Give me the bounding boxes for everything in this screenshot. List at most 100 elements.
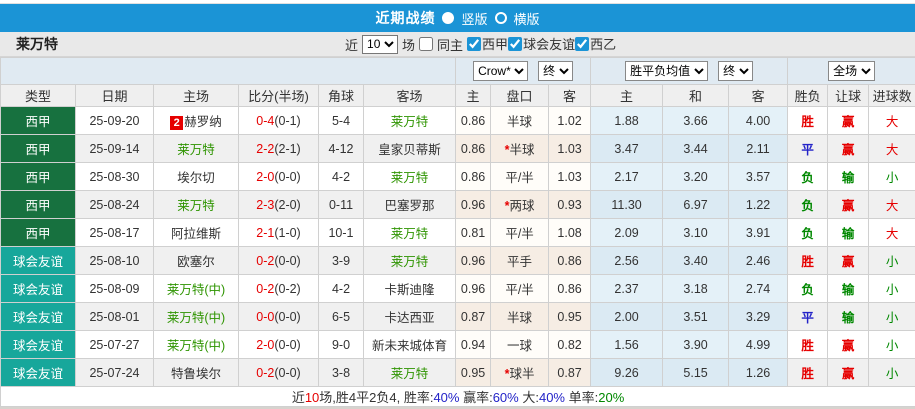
vertical-layout-label[interactable]: 竖版 [461, 11, 488, 27]
footer-stat: 单率: [565, 390, 599, 405]
league-filter-checkbox[interactable] [508, 36, 523, 51]
cell-away-team[interactable]: 巴塞罗那 [362, 190, 457, 219]
cell-league: 西甲 [0, 162, 76, 191]
cell-mean-draw: 3.10 [662, 218, 730, 247]
cell-home-team[interactable]: 莱万特 [153, 190, 239, 219]
cell-mean-lose: 2.11 [728, 134, 789, 163]
cell-league: 球会友谊 [0, 274, 76, 303]
league-filter-label: 西乙 [590, 37, 617, 53]
cell-odds-home: 0.94 [455, 330, 492, 359]
cell-away-team[interactable]: 卡达西亚 [362, 302, 457, 331]
cell-odds-home: 0.86 [455, 106, 492, 135]
league-filter-西甲[interactable]: 西甲 [467, 34, 508, 53]
cell-home-team[interactable]: 阿拉维斯 [153, 218, 239, 247]
title-bar: 近期战绩 竖版 横版 [0, 4, 915, 32]
mean-type-select[interactable]: 胜平负均值 [625, 61, 709, 81]
league-filter-球会友谊[interactable]: 球会友谊 [508, 34, 575, 53]
footer-stat: 40% [433, 390, 460, 405]
same-home-checkbox[interactable] [419, 37, 434, 51]
handicap-change-star: * [504, 199, 510, 213]
league-filter-checkbox[interactable] [575, 36, 590, 51]
mean-time-select[interactable]: 终 [718, 61, 754, 81]
cell-league: 西甲 [0, 218, 76, 247]
cell-score: 2-2(2-1) [238, 134, 319, 163]
odds-source-cell: Crow* 终 [455, 57, 592, 85]
cell-mean-draw: 3.90 [662, 330, 730, 359]
vertical-layout-radio[interactable] [442, 12, 455, 24]
cell-league: 球会友谊 [0, 246, 76, 275]
cell-goals-result: 小 [868, 246, 915, 275]
cell-home-team[interactable]: 欧塞尔 [153, 246, 239, 275]
cell-odds-away: 0.95 [548, 302, 592, 331]
cell-away-team[interactable]: 莱万特 [362, 246, 457, 275]
odds-time-select[interactable]: 终 [538, 61, 574, 81]
cell-league: 球会友谊 [0, 330, 76, 359]
full-time-score: 0-2 [256, 253, 275, 268]
league-filter-label: 西甲 [482, 37, 509, 53]
cell-home-team[interactable]: 埃尔切 [153, 162, 239, 191]
cell-date: 25-07-24 [75, 358, 154, 387]
cell-mean-lose: 2.46 [728, 246, 789, 275]
cell-home-team[interactable]: 莱万特(中) [153, 330, 239, 359]
cell-home-team[interactable]: 莱万特 [153, 134, 239, 163]
cell-away-team[interactable]: 莱万特 [362, 358, 457, 387]
cell-mean-win: 9.26 [590, 358, 664, 387]
cell-mean-draw: 3.44 [662, 134, 730, 163]
cell-mean-lose: 1.22 [728, 190, 789, 219]
cell-mean-lose: 4.99 [728, 330, 789, 359]
cell-score: 2-3(2-0) [238, 190, 319, 219]
cell-mean-win: 11.30 [590, 190, 664, 219]
near-label: 近 [345, 37, 359, 53]
cell-home-team[interactable]: 莱万特(中) [153, 274, 239, 303]
footer-stat: 40% [538, 390, 565, 405]
full-time-score: 2-1 [256, 225, 275, 240]
half-time-score: (0-1) [274, 113, 301, 128]
cell-home-team[interactable]: 莱万特(中) [153, 302, 239, 331]
cell-goals-result: 大 [868, 134, 915, 163]
league-filter-checkbox[interactable] [467, 36, 482, 51]
cell-mean-win: 2.00 [590, 302, 664, 331]
table-row: 西甲 25-08-24 莱万特 2-3(2-0) 0-11 巴塞罗那 0.96 *两球 0.93… [0, 190, 915, 219]
cell-corners: 4-2 [318, 162, 364, 191]
cell-mean-draw: 3.51 [662, 302, 730, 331]
cell-away-team[interactable]: 新未来城体育 [362, 330, 457, 359]
cell-odds-away: 0.87 [548, 358, 592, 387]
odds-source-select[interactable]: Crow* [473, 61, 529, 81]
cell-date: 25-08-30 [75, 162, 154, 191]
cell-corners: 3-8 [318, 358, 364, 387]
cell-goals-result: 小 [868, 358, 915, 387]
cell-goals-result: 小 [868, 274, 915, 303]
column-header: 和 [662, 84, 730, 107]
cell-away-team[interactable]: 莱万特 [362, 162, 457, 191]
cell-date: 25-08-01 [75, 302, 154, 331]
summary-stats: 近10场,胜4平2负4, 胜率:40% 赢率:60% 大:40% 单率:20% [0, 386, 915, 407]
cell-away-team[interactable]: 莱万特 [362, 106, 457, 135]
cell-result: 平 [787, 302, 829, 331]
league-filter-西乙[interactable]: 西乙 [575, 34, 616, 53]
match-count-select[interactable]: 10 [362, 34, 399, 54]
footer-stat: 近 [291, 390, 305, 405]
cell-mean-lose: 4.00 [728, 106, 789, 135]
cell-mean-win: 3.47 [590, 134, 664, 163]
cell-mean-win: 1.56 [590, 330, 664, 359]
cell-home-team[interactable]: 特鲁埃尔 [153, 358, 239, 387]
cell-away-team[interactable]: 莱万特 [362, 218, 457, 247]
cell-odds-away: 0.86 [548, 246, 592, 275]
cell-away-team[interactable]: 卡斯迪隆 [362, 274, 457, 303]
table-row: 球会友谊 25-08-01 莱万特(中) 0-0(0-0) 6-5 卡达西亚 0.87 半球 0… [0, 302, 915, 331]
cell-odds-away: 1.03 [548, 134, 592, 163]
cell-away-team[interactable]: 皇家贝蒂斯 [362, 134, 457, 163]
cell-home-team[interactable]: 2 赫罗纳 [153, 106, 239, 135]
scope-select[interactable]: 全场 [828, 61, 876, 81]
cell-mean-win: 2.17 [590, 162, 664, 191]
cell-mean-draw: 6.97 [662, 190, 730, 219]
horizontal-layout-radio[interactable] [494, 12, 507, 24]
full-time-score: 2-3 [256, 197, 275, 212]
table-row: 西甲 25-09-14 莱万特 2-2(2-1) 4-12 皇家贝蒂斯 0.86 *半球 1.0… [0, 134, 915, 163]
cell-date: 25-08-10 [75, 246, 154, 275]
horizontal-layout-label[interactable]: 横版 [513, 11, 540, 27]
full-time-score: 0-0 [256, 309, 275, 324]
cell-mean-lose: 3.29 [728, 302, 789, 331]
cell-result: 胜 [787, 330, 829, 359]
